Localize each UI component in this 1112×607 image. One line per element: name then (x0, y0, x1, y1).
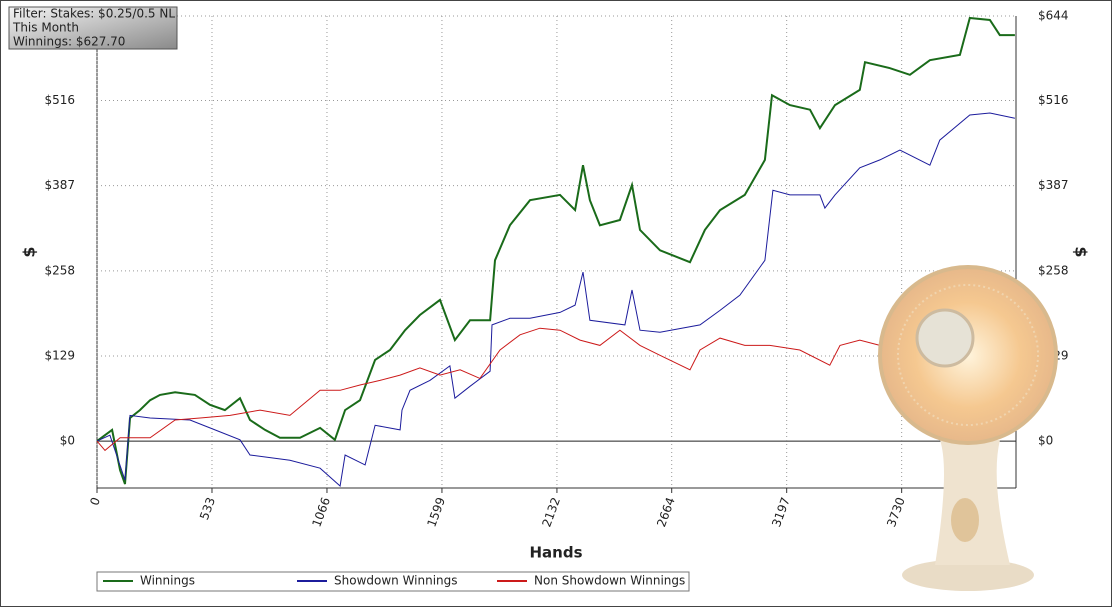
filter-text: Winnings: $627.70 (13, 35, 125, 49)
legend (96, 571, 690, 592)
filter-text: This Month (12, 21, 79, 35)
y-tick-label: $258 (44, 263, 75, 277)
y2-tick-label: $0 (1038, 434, 1053, 448)
y2-tick-label: $516 (1038, 93, 1069, 107)
line (96, 327, 881, 452)
filter-text: Filter: Stakes: $0.25/0.5 NL (13, 7, 175, 21)
line (96, 16, 1015, 485)
y-tick-label: $387 (44, 178, 75, 192)
y2-tick-label: $387 (1038, 178, 1069, 192)
y-axis-label: $ (20, 246, 39, 257)
x-tick-label: 0 (87, 495, 103, 507)
line (96, 112, 1016, 487)
filter-box (8, 6, 178, 50)
y2-tick-label: $644 (1038, 9, 1069, 23)
legend-label: Non Showdown Winnings (534, 574, 685, 588)
y2-axis-label: $ (1072, 246, 1091, 257)
heater-photo (878, 265, 1058, 591)
legend-label: Winnings (140, 574, 195, 588)
y2-tick-label: $258 (1038, 263, 1069, 277)
y-tick-label: $129 (44, 348, 75, 362)
y-tick-label: $0 (60, 434, 75, 448)
y-tick-label: $516 (44, 93, 75, 107)
x-axis-label: Hands (529, 544, 582, 562)
legend-label: Showdown Winnings (334, 574, 458, 588)
